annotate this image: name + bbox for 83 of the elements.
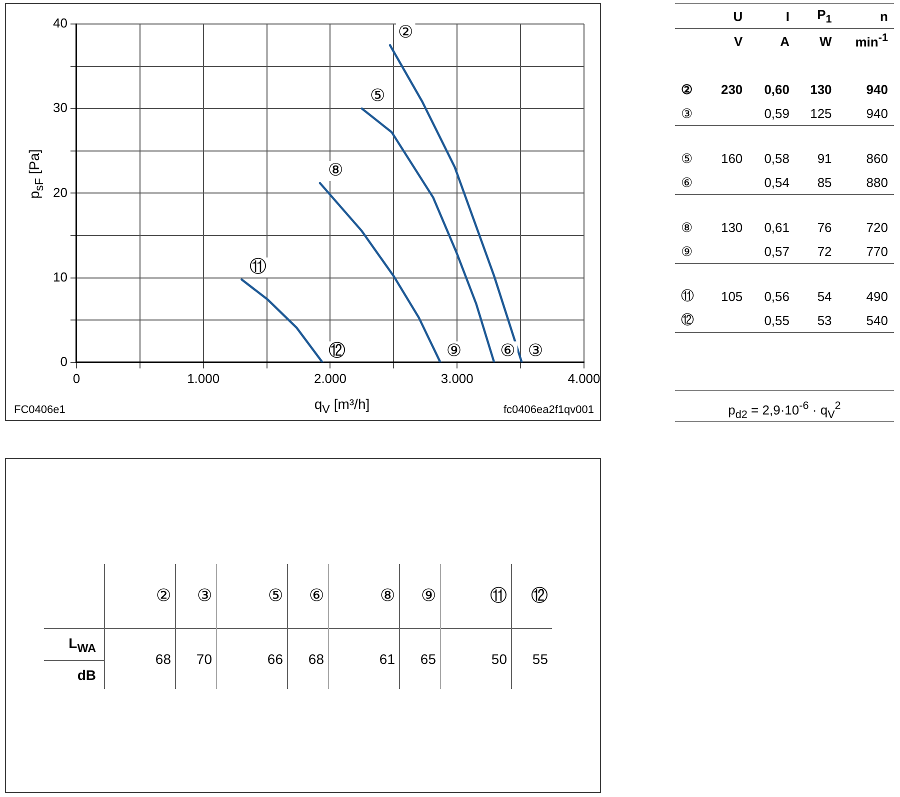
text: ⑤ xyxy=(216,564,288,628)
text: ⑪ xyxy=(680,287,695,305)
text: 0,58 xyxy=(763,150,790,168)
text: 85 xyxy=(816,174,833,192)
text: 70 xyxy=(195,650,213,669)
text: W xyxy=(818,32,833,50)
y-tick-label: 10 xyxy=(52,269,68,284)
text: 130 xyxy=(809,80,833,98)
text: 540 xyxy=(865,312,889,330)
text: 230 xyxy=(720,80,744,98)
text: 68 xyxy=(104,628,176,690)
text: min$^{-1}$ xyxy=(854,31,889,52)
text: ② xyxy=(104,564,176,628)
text: ③ xyxy=(196,585,213,608)
annotation: ⑪ xyxy=(250,256,267,277)
annotation: ⑨ xyxy=(446,340,462,361)
x-tick-label: 0 xyxy=(72,370,80,386)
x-tick-label: 3.000 xyxy=(440,370,474,386)
text: P$_{1}$ xyxy=(816,6,833,28)
text: FC0406e1 xyxy=(14,404,66,416)
text: 68 xyxy=(307,650,325,669)
text: ⑧ xyxy=(328,564,400,628)
text: 91 xyxy=(816,150,833,168)
x-tick-label: 4.000 xyxy=(568,370,600,386)
x-tick-label: 2.000 xyxy=(314,370,347,386)
text: 54 xyxy=(816,288,833,306)
text: 0,59 xyxy=(763,104,790,122)
text: 0,61 xyxy=(763,218,790,236)
annotation: ③ xyxy=(528,340,544,361)
y-tick-label: 20 xyxy=(52,184,68,200)
text: 0,57 xyxy=(763,242,790,260)
annotation: ⑫ xyxy=(328,340,346,361)
text: 940 xyxy=(865,80,889,98)
y-tick-label: 40 xyxy=(52,16,68,31)
text: n xyxy=(879,8,889,26)
text: 65 xyxy=(419,650,437,669)
x-axis-title: q$_{V}$ [m³/h] xyxy=(314,396,370,416)
text: 72 xyxy=(816,242,833,260)
text: 76 xyxy=(816,218,833,236)
y-tick-label: 30 xyxy=(52,100,68,116)
text: 0,54 xyxy=(763,174,790,192)
text: 125 xyxy=(809,104,833,122)
text: L$_{WA}$ xyxy=(44,628,104,662)
text: ⑨ xyxy=(420,585,437,608)
text: 0,56 xyxy=(763,288,790,306)
text: I xyxy=(784,8,790,26)
text: ⑪ xyxy=(440,564,512,628)
text: 53 xyxy=(816,312,833,330)
annotation: ⑧ xyxy=(328,160,344,180)
text: 0,60 xyxy=(763,80,790,98)
text: 720 xyxy=(865,218,889,236)
text: 55 xyxy=(531,650,549,669)
text: 940 xyxy=(865,104,889,122)
text: ⑥ xyxy=(308,585,325,608)
text: ⑧ xyxy=(680,218,694,236)
text: ⑥ xyxy=(680,174,694,192)
text: A xyxy=(779,32,790,50)
text: 61 xyxy=(328,628,400,690)
text: dB xyxy=(76,666,97,686)
text: 50 xyxy=(440,628,512,690)
text: ⑨ xyxy=(680,242,694,260)
text: 880 xyxy=(865,174,889,192)
text: 160 xyxy=(720,150,744,168)
y-tick-label: 0 xyxy=(60,354,68,369)
x-tick-label: 1.000 xyxy=(187,370,220,386)
text: 0,55 xyxy=(763,312,790,330)
text: 66 xyxy=(216,628,288,690)
text: ② xyxy=(680,80,694,98)
text: fc0406ea2f1qv001 xyxy=(503,404,594,416)
text: 770 xyxy=(865,242,889,260)
text: ③ xyxy=(680,104,694,122)
text: ⑫ xyxy=(680,311,695,329)
text: 490 xyxy=(865,288,889,306)
text: 860 xyxy=(865,150,889,168)
annotation: ⑤ xyxy=(370,86,386,106)
text: ⑫ xyxy=(530,585,549,608)
text: ⑤ xyxy=(680,150,694,168)
text: 130 xyxy=(720,218,744,236)
annotation: ② xyxy=(398,22,414,43)
annotation: ⑥ xyxy=(500,340,516,361)
text: 105 xyxy=(720,288,744,306)
text: U xyxy=(732,8,744,26)
text: V xyxy=(733,32,744,50)
